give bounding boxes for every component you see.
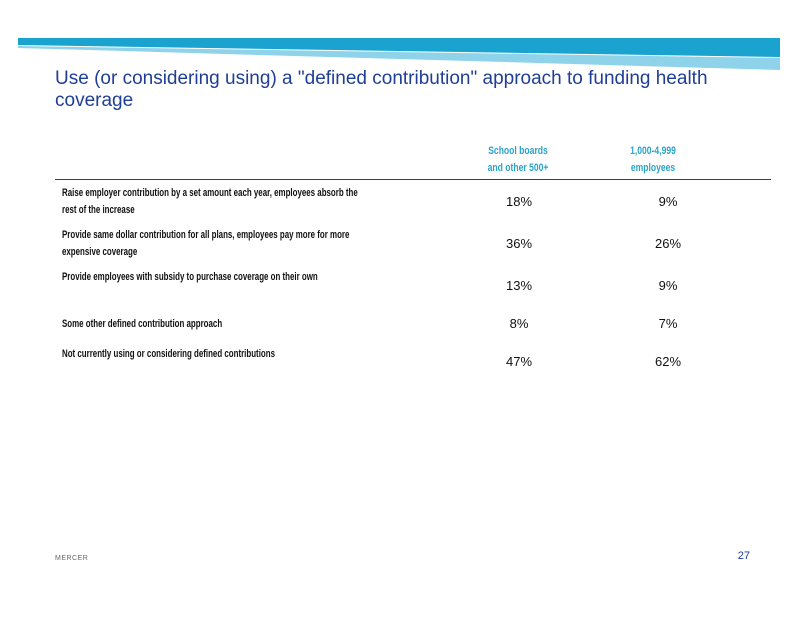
page-number: 27 <box>737 550 750 562</box>
table-cell: 13% <box>505 278 533 293</box>
header-divider <box>55 179 771 180</box>
table-row-label: Provide employees with subsidy to purcha… <box>62 271 318 283</box>
table-cell: 9% <box>658 194 678 209</box>
column-header-employees: 1,000-4,999 employees <box>610 143 696 177</box>
table-cell: 7% <box>658 316 678 331</box>
page-title: Use (or considering using) a "defined co… <box>55 68 708 111</box>
table-cell: 26% <box>654 236 682 251</box>
column-header-line: School boards <box>488 145 548 157</box>
table-row-label: Some other defined contribution approach <box>62 318 223 330</box>
column-header-line: and other 500+ <box>487 162 549 174</box>
table-cell: 62% <box>654 354 682 369</box>
column-header-line: employees <box>630 162 676 174</box>
table-row-label: Provide same dollar contribution for all… <box>62 229 352 258</box>
table-cell: 8% <box>509 316 529 331</box>
table-cell: 47% <box>505 354 533 369</box>
column-header-school-boards: School boards and other 500+ <box>471 143 565 177</box>
column-header-line: 1,000-4,999 <box>630 145 676 157</box>
table-row-label: Raise employer contribution by a set amo… <box>62 187 360 216</box>
footer-brand: MERCER <box>55 555 89 562</box>
table-cell: 18% <box>505 194 533 209</box>
header-banner <box>18 38 780 70</box>
table-row-label: Not currently using or considering defin… <box>62 348 275 360</box>
table-cell: 36% <box>505 236 533 251</box>
table-cell: 9% <box>658 278 678 293</box>
